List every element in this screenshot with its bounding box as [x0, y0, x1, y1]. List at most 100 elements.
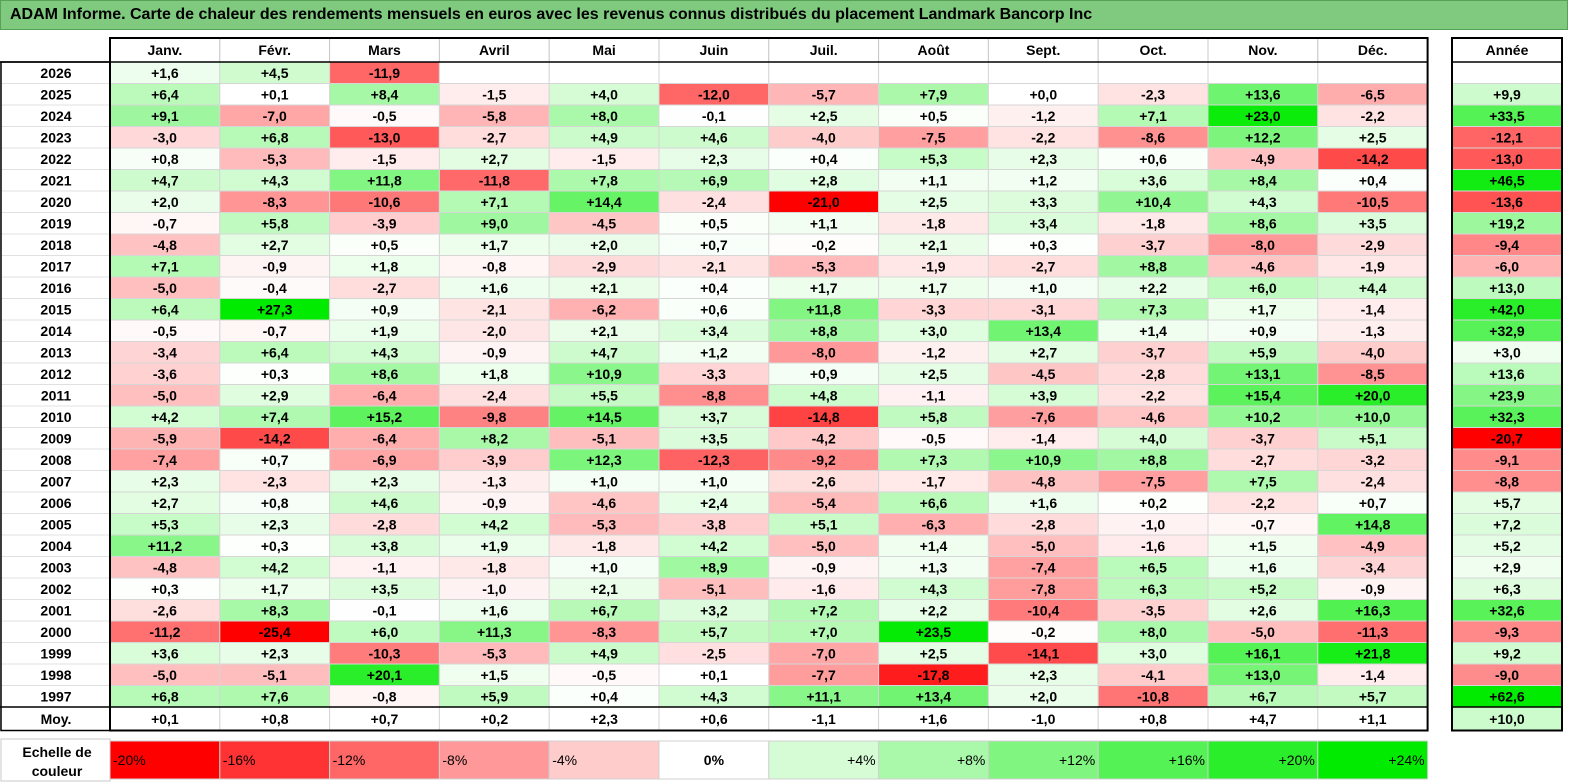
- heat-cell-value: -0,8: [372, 688, 396, 704]
- heat-cell-value: +1,0: [590, 559, 618, 575]
- heat-cell-value: -2,7: [1031, 258, 1055, 274]
- heat-cell-value: -1,4: [1361, 667, 1385, 683]
- heat-cell-value: +2,5: [920, 645, 948, 661]
- heat-cell-value: +1,0: [700, 473, 728, 489]
- heat-cell-value: +4,0: [1139, 430, 1167, 446]
- heat-cell-value: +8,8: [1139, 258, 1167, 274]
- year-label: 2000: [40, 624, 71, 640]
- heat-cell-value: +2,5: [920, 194, 948, 210]
- title-bar: ADAM Informe. Carte de chaleur des rende…: [0, 0, 1568, 30]
- scale-swatch-label: +8%: [957, 752, 985, 768]
- heat-cell-value: +2,3: [1029, 667, 1057, 683]
- heat-cell-value: -0,7: [263, 323, 287, 339]
- year-label: 2017: [40, 258, 71, 274]
- annual-cell-value: -9,3: [1495, 624, 1519, 640]
- year-label: 2026: [40, 65, 71, 81]
- heat-cell-value: -6,4: [372, 387, 396, 403]
- year-label: 2014: [40, 323, 71, 339]
- heat-cell-value: +2,1: [590, 280, 618, 296]
- heat-cell-value: +6,5: [1139, 559, 1167, 575]
- heat-cell-value: -5,9: [153, 430, 177, 446]
- heat-cell-value: +12,2: [1245, 129, 1281, 145]
- heat-cell-value: -4,8: [153, 559, 177, 575]
- heat-cell-value: +8,4: [1249, 172, 1277, 188]
- heat-cell-value: -2,7: [1251, 452, 1275, 468]
- heat-cell-value: -1,2: [1031, 108, 1055, 124]
- heat-cell-value: -1,8: [592, 538, 616, 554]
- heat-cell-value: -5,1: [592, 430, 616, 446]
- year-label: 2024: [40, 108, 71, 124]
- heat-cell-value: +2,5: [810, 108, 838, 124]
- heat-cell-value: -1,4: [1361, 301, 1385, 317]
- annual-cell-value: +32,9: [1489, 323, 1525, 339]
- heat-cell-value: +15,4: [1245, 387, 1281, 403]
- chart-title: ADAM Informe. Carte de chaleur des rende…: [10, 6, 1093, 23]
- heat-cell-value: -3,7: [1141, 237, 1165, 253]
- heat-cell-value: +2,7: [151, 495, 179, 511]
- scale-swatch: [219, 740, 331, 780]
- annual-cell-value: -8,8: [1495, 473, 1519, 489]
- heat-cell-value: +13,4: [916, 688, 952, 704]
- year-label: 2016: [40, 280, 71, 296]
- heat-cell-value: +16,3: [1355, 602, 1391, 618]
- heat-cell-value: -5,7: [812, 86, 836, 102]
- heat-cell-value: -9,8: [482, 409, 506, 425]
- heat-cell-value: +10,9: [1026, 452, 1062, 468]
- heat-cell-value: +0,4: [1359, 172, 1387, 188]
- heat-cell-value: +0,4: [700, 280, 728, 296]
- heat-cell-value: +2,3: [371, 473, 399, 489]
- heat-cell-value: -1,8: [921, 215, 945, 231]
- heat-cell-value: +6,4: [261, 344, 289, 360]
- heat-cell-value: +4,6: [700, 129, 728, 145]
- heat-cell-value: +2,3: [261, 645, 289, 661]
- heat-cell-value: +2,0: [1029, 688, 1057, 704]
- heat-cell-value: -2,9: [1361, 237, 1385, 253]
- heat-cell-value: +1,7: [1249, 301, 1277, 317]
- heat-cell-value: -11,9: [369, 65, 400, 81]
- average-cell-value: +0,8: [261, 711, 289, 727]
- heat-cell-value: +1,7: [920, 280, 948, 296]
- heat-cell-value: -3,9: [482, 452, 506, 468]
- month-header-label: Mai: [592, 42, 615, 58]
- heat-cell-value: -2,3: [1141, 86, 1165, 102]
- annual-cell-value: +3,0: [1493, 344, 1521, 360]
- heat-cell-value: +5,2: [1249, 581, 1277, 597]
- heat-cell-value: +1,4: [1139, 323, 1167, 339]
- heat-cell-value: +1,8: [480, 366, 508, 382]
- month-header-label: Févr.: [258, 42, 291, 58]
- average-annual-value: +10,0: [1489, 711, 1525, 727]
- heat-cell-value: +2,3: [700, 151, 728, 167]
- year-label: 1997: [40, 688, 71, 704]
- heat-cell: [438, 61, 550, 84]
- heat-cell-value: -1,1: [372, 559, 396, 575]
- heat-cell-value: +1,1: [810, 215, 838, 231]
- heat-cell-value: -3,0: [153, 129, 177, 145]
- heat-cell-value: +1,7: [810, 280, 838, 296]
- year-header-label: Année: [1486, 42, 1529, 58]
- heat-cell-value: +20,0: [1355, 387, 1391, 403]
- scale-swatch: [987, 740, 1099, 780]
- heat-cell-value: +7,6: [261, 688, 289, 704]
- heat-cell-value: +7,5: [1249, 473, 1277, 489]
- heat-cell-value: +5,8: [920, 409, 948, 425]
- year-header-cell: [1451, 37, 1563, 63]
- heat-cell-value: +2,3: [151, 473, 179, 489]
- heat-cell-value: +16,1: [1245, 645, 1281, 661]
- heat-cell-value: -0,9: [263, 258, 287, 274]
- scale-swatch-label: +12%: [1059, 752, 1095, 768]
- heat-cell: [1207, 61, 1319, 84]
- average-cell-value: +1,1: [1359, 711, 1387, 727]
- heat-cell-value: +5,9: [1249, 344, 1277, 360]
- heat-cell-value: -13,0: [369, 129, 401, 145]
- heat-cell-value: +6,4: [151, 86, 179, 102]
- heat-cell-value: +21,8: [1355, 645, 1391, 661]
- heat-cell-value: +4,2: [480, 516, 508, 532]
- annual-cell-value: +9,2: [1493, 645, 1521, 661]
- heat-cell-value: +3,5: [700, 430, 728, 446]
- heat-cell-value: +8,8: [810, 323, 838, 339]
- heat-cell-value: +7,8: [590, 172, 618, 188]
- annual-cell-value: +62,6: [1489, 688, 1525, 704]
- heat-cell-value: -2,8: [1031, 516, 1055, 532]
- heat-cell-value: -7,8: [1031, 581, 1055, 597]
- heat-cell-value: -1,5: [482, 86, 506, 102]
